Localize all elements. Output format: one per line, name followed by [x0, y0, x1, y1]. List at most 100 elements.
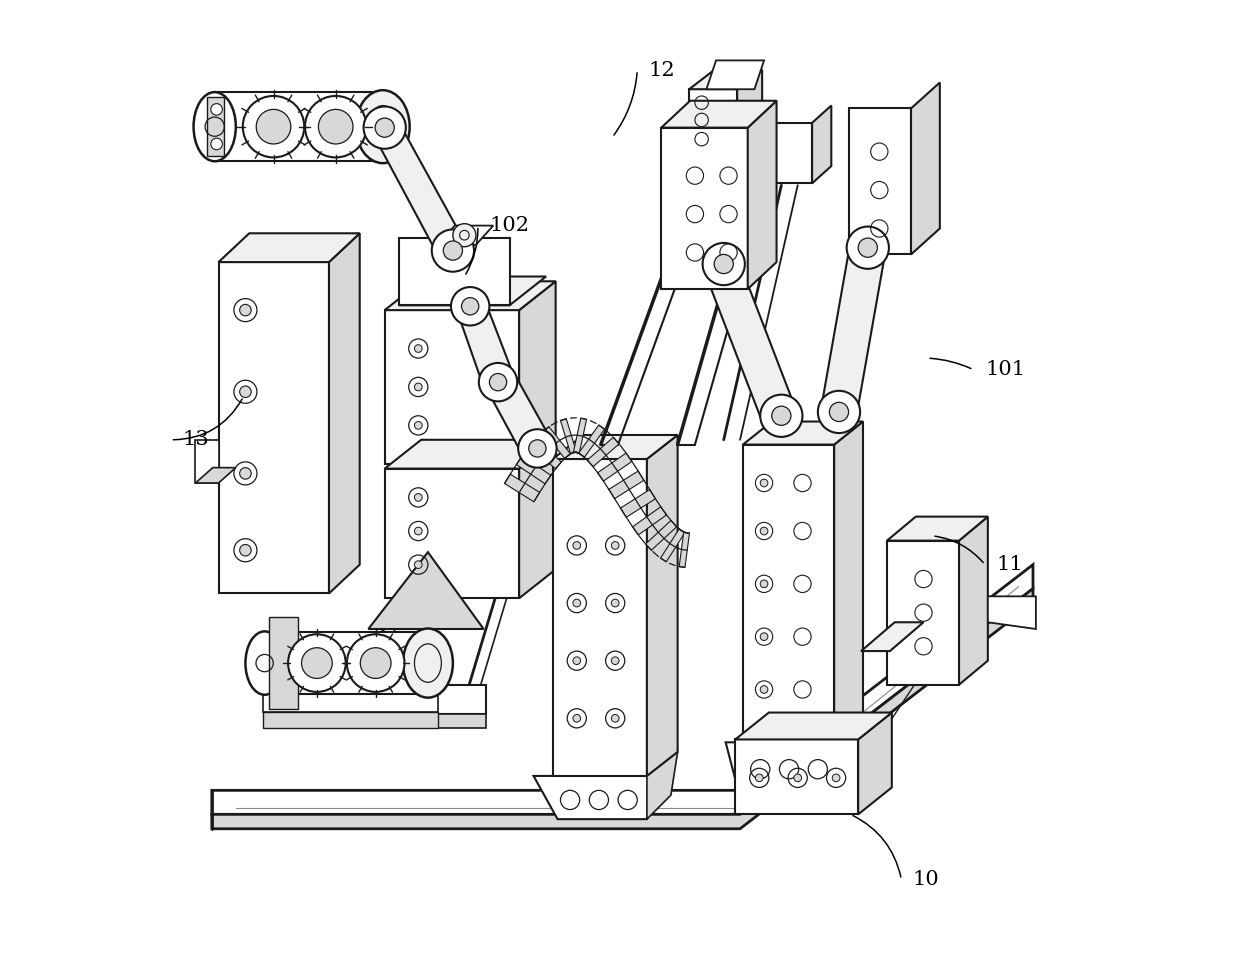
Polygon shape [533, 776, 666, 819]
Circle shape [573, 715, 580, 723]
Circle shape [611, 599, 619, 607]
Circle shape [760, 527, 768, 535]
Polygon shape [543, 427, 570, 459]
Circle shape [818, 391, 861, 433]
Polygon shape [212, 588, 1033, 829]
Polygon shape [661, 100, 776, 128]
Circle shape [611, 715, 619, 723]
Circle shape [305, 96, 367, 157]
Circle shape [518, 429, 557, 468]
Circle shape [490, 374, 507, 391]
Circle shape [611, 657, 619, 665]
Polygon shape [529, 440, 562, 469]
Polygon shape [553, 435, 677, 459]
Circle shape [374, 118, 394, 137]
Polygon shape [560, 419, 577, 454]
Text: 101: 101 [985, 360, 1025, 380]
Circle shape [432, 230, 474, 271]
Circle shape [361, 648, 391, 678]
Polygon shape [680, 532, 689, 567]
Polygon shape [196, 440, 218, 483]
Polygon shape [748, 100, 776, 289]
Polygon shape [212, 565, 1033, 814]
Circle shape [414, 494, 422, 501]
Polygon shape [346, 714, 486, 728]
Text: 11: 11 [997, 555, 1023, 574]
Circle shape [528, 440, 546, 457]
Ellipse shape [403, 629, 453, 697]
Ellipse shape [356, 90, 409, 163]
Circle shape [760, 395, 802, 437]
Circle shape [414, 561, 422, 568]
Polygon shape [207, 97, 224, 156]
Polygon shape [848, 108, 911, 254]
Circle shape [573, 657, 580, 665]
Circle shape [847, 227, 889, 269]
Circle shape [288, 635, 346, 692]
Polygon shape [505, 474, 539, 501]
Polygon shape [661, 128, 748, 289]
Circle shape [414, 421, 422, 429]
Polygon shape [646, 521, 677, 551]
Polygon shape [689, 70, 763, 89]
Circle shape [239, 386, 252, 398]
Polygon shape [384, 281, 556, 310]
Circle shape [573, 599, 580, 607]
Circle shape [453, 224, 476, 246]
Polygon shape [329, 233, 360, 593]
Polygon shape [588, 438, 619, 467]
Polygon shape [520, 281, 556, 464]
Polygon shape [835, 720, 863, 790]
Polygon shape [911, 82, 940, 254]
Circle shape [461, 298, 479, 315]
Text: 12: 12 [649, 61, 676, 79]
Circle shape [443, 241, 463, 260]
Polygon shape [269, 617, 299, 709]
Polygon shape [218, 233, 360, 262]
Polygon shape [438, 226, 494, 244]
Text: 10: 10 [913, 870, 940, 889]
Circle shape [760, 633, 768, 640]
Circle shape [239, 304, 252, 316]
Polygon shape [861, 622, 924, 651]
Polygon shape [372, 123, 466, 254]
Polygon shape [689, 89, 737, 156]
Circle shape [573, 542, 580, 550]
Polygon shape [707, 61, 764, 89]
Text: 102: 102 [490, 216, 529, 235]
Polygon shape [959, 517, 988, 685]
Polygon shape [835, 421, 863, 742]
Polygon shape [774, 123, 812, 184]
Circle shape [239, 468, 252, 479]
Circle shape [414, 345, 422, 353]
Polygon shape [887, 541, 959, 685]
Polygon shape [263, 693, 438, 712]
Polygon shape [215, 92, 383, 161]
Polygon shape [399, 276, 546, 305]
Polygon shape [609, 471, 644, 498]
Circle shape [479, 363, 517, 401]
Polygon shape [735, 739, 858, 814]
Circle shape [760, 479, 768, 487]
Polygon shape [520, 440, 556, 598]
Polygon shape [384, 469, 520, 598]
Polygon shape [579, 425, 605, 457]
Circle shape [611, 542, 619, 550]
Circle shape [794, 774, 801, 781]
Polygon shape [263, 712, 438, 728]
Polygon shape [661, 529, 684, 562]
Polygon shape [516, 456, 551, 484]
Circle shape [319, 109, 353, 144]
Polygon shape [486, 378, 553, 454]
Polygon shape [598, 453, 632, 481]
Circle shape [451, 287, 490, 326]
Circle shape [211, 103, 222, 115]
Polygon shape [196, 468, 236, 483]
Circle shape [257, 109, 291, 144]
Polygon shape [820, 242, 887, 415]
Circle shape [832, 774, 839, 781]
Circle shape [363, 106, 405, 149]
Polygon shape [743, 444, 835, 742]
Polygon shape [647, 752, 677, 819]
Circle shape [714, 254, 733, 273]
